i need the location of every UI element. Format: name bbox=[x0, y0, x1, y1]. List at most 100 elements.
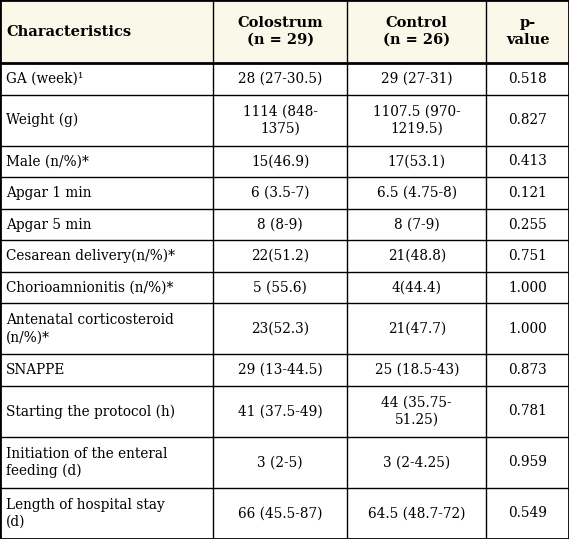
Text: SNAPPE: SNAPPE bbox=[6, 363, 65, 377]
Bar bbox=[486, 437, 569, 488]
Bar bbox=[486, 272, 569, 303]
Text: 0.751: 0.751 bbox=[508, 249, 547, 263]
Text: 1.000: 1.000 bbox=[508, 281, 547, 295]
Bar bbox=[347, 95, 486, 146]
Bar bbox=[486, 146, 569, 177]
Bar bbox=[486, 0, 569, 63]
Text: Chorioamnionitis (n/%)*: Chorioamnionitis (n/%)* bbox=[6, 281, 174, 295]
Bar bbox=[0, 488, 213, 539]
Text: 3 (2-5): 3 (2-5) bbox=[257, 455, 303, 469]
Text: Length of hospital stay
(d): Length of hospital stay (d) bbox=[6, 498, 165, 529]
Bar bbox=[486, 240, 569, 272]
Bar bbox=[486, 386, 569, 437]
Text: 8 (7-9): 8 (7-9) bbox=[394, 218, 440, 232]
Bar bbox=[0, 0, 213, 63]
Text: 4(44.4): 4(44.4) bbox=[392, 281, 442, 295]
Bar bbox=[486, 488, 569, 539]
Bar bbox=[213, 63, 347, 95]
Text: 23(52.3): 23(52.3) bbox=[251, 322, 310, 336]
Text: 22(51.2): 22(51.2) bbox=[251, 249, 310, 263]
Bar bbox=[0, 354, 213, 386]
Bar bbox=[213, 488, 347, 539]
Text: 21(47.7): 21(47.7) bbox=[387, 322, 446, 336]
Text: Initiation of the enteral
feeding (d): Initiation of the enteral feeding (d) bbox=[6, 447, 167, 478]
Text: 1114 (848-
1375): 1114 (848- 1375) bbox=[243, 105, 318, 135]
Text: 0.121: 0.121 bbox=[508, 186, 547, 200]
Text: 44 (35.75-
51.25): 44 (35.75- 51.25) bbox=[381, 396, 452, 427]
Bar bbox=[347, 177, 486, 209]
Text: 0.959: 0.959 bbox=[508, 455, 547, 469]
Bar bbox=[347, 0, 486, 63]
Bar bbox=[213, 177, 347, 209]
Text: 0.781: 0.781 bbox=[508, 404, 547, 418]
Text: 6 (3.5-7): 6 (3.5-7) bbox=[251, 186, 310, 200]
Bar bbox=[213, 95, 347, 146]
Text: 64.5 (48.7-72): 64.5 (48.7-72) bbox=[368, 507, 465, 521]
Text: 17(53.1): 17(53.1) bbox=[387, 154, 446, 168]
Bar bbox=[347, 354, 486, 386]
Text: 0.518: 0.518 bbox=[508, 72, 547, 86]
Text: Cesarean delivery(n/%)*: Cesarean delivery(n/%)* bbox=[6, 249, 175, 263]
Bar bbox=[213, 437, 347, 488]
Text: 0.413: 0.413 bbox=[508, 154, 547, 168]
Bar bbox=[213, 354, 347, 386]
Bar bbox=[347, 240, 486, 272]
Bar bbox=[0, 209, 213, 240]
Text: 21(48.8): 21(48.8) bbox=[387, 249, 446, 263]
Bar bbox=[0, 386, 213, 437]
Text: Apgar 1 min: Apgar 1 min bbox=[6, 186, 92, 200]
Text: Characteristics: Characteristics bbox=[6, 25, 131, 39]
Text: Weight (g): Weight (g) bbox=[6, 113, 79, 127]
Bar bbox=[347, 272, 486, 303]
Text: 1107.5 (970-
1219.5): 1107.5 (970- 1219.5) bbox=[373, 105, 461, 135]
Bar bbox=[213, 303, 347, 354]
Bar bbox=[486, 354, 569, 386]
Text: GA (week)¹: GA (week)¹ bbox=[6, 72, 84, 86]
Bar bbox=[347, 63, 486, 95]
Bar bbox=[347, 303, 486, 354]
Text: Antenatal corticosteroid
(n/%)*: Antenatal corticosteroid (n/%)* bbox=[6, 314, 174, 344]
Bar bbox=[347, 386, 486, 437]
Bar bbox=[0, 272, 213, 303]
Bar bbox=[486, 303, 569, 354]
Bar bbox=[347, 488, 486, 539]
Text: 0.549: 0.549 bbox=[508, 507, 547, 521]
Bar bbox=[486, 177, 569, 209]
Bar bbox=[0, 146, 213, 177]
Bar bbox=[347, 146, 486, 177]
Bar bbox=[213, 240, 347, 272]
Text: 25 (18.5-43): 25 (18.5-43) bbox=[374, 363, 459, 377]
Text: 28 (27-30.5): 28 (27-30.5) bbox=[238, 72, 323, 86]
Bar bbox=[347, 209, 486, 240]
Bar bbox=[0, 437, 213, 488]
Text: Starting the protocol (h): Starting the protocol (h) bbox=[6, 404, 175, 419]
Text: 66 (45.5-87): 66 (45.5-87) bbox=[238, 507, 323, 521]
Text: Control
(n = 26): Control (n = 26) bbox=[384, 16, 450, 47]
Text: 3 (2-4.25): 3 (2-4.25) bbox=[383, 455, 451, 469]
Bar bbox=[213, 0, 347, 63]
Text: p-
value: p- value bbox=[506, 16, 550, 47]
Text: 1.000: 1.000 bbox=[508, 322, 547, 336]
Bar bbox=[347, 437, 486, 488]
Bar bbox=[213, 146, 347, 177]
Text: Male (n/%)*: Male (n/%)* bbox=[6, 154, 89, 168]
Bar bbox=[486, 63, 569, 95]
Bar bbox=[213, 386, 347, 437]
Text: 29 (27-31): 29 (27-31) bbox=[381, 72, 452, 86]
Text: 29 (13-44.5): 29 (13-44.5) bbox=[238, 363, 323, 377]
Bar bbox=[0, 177, 213, 209]
Bar bbox=[486, 209, 569, 240]
Text: Colostrum
(n = 29): Colostrum (n = 29) bbox=[237, 16, 323, 47]
Text: Apgar 5 min: Apgar 5 min bbox=[6, 218, 92, 232]
Text: 15(46.9): 15(46.9) bbox=[251, 154, 310, 168]
Bar bbox=[0, 95, 213, 146]
Text: 0.255: 0.255 bbox=[508, 218, 547, 232]
Bar bbox=[0, 63, 213, 95]
Bar bbox=[0, 303, 213, 354]
Text: 41 (37.5-49): 41 (37.5-49) bbox=[238, 404, 323, 418]
Text: 8 (8-9): 8 (8-9) bbox=[257, 218, 303, 232]
Bar bbox=[213, 209, 347, 240]
Bar bbox=[0, 240, 213, 272]
Text: 5 (55.6): 5 (55.6) bbox=[253, 281, 307, 295]
Bar bbox=[213, 272, 347, 303]
